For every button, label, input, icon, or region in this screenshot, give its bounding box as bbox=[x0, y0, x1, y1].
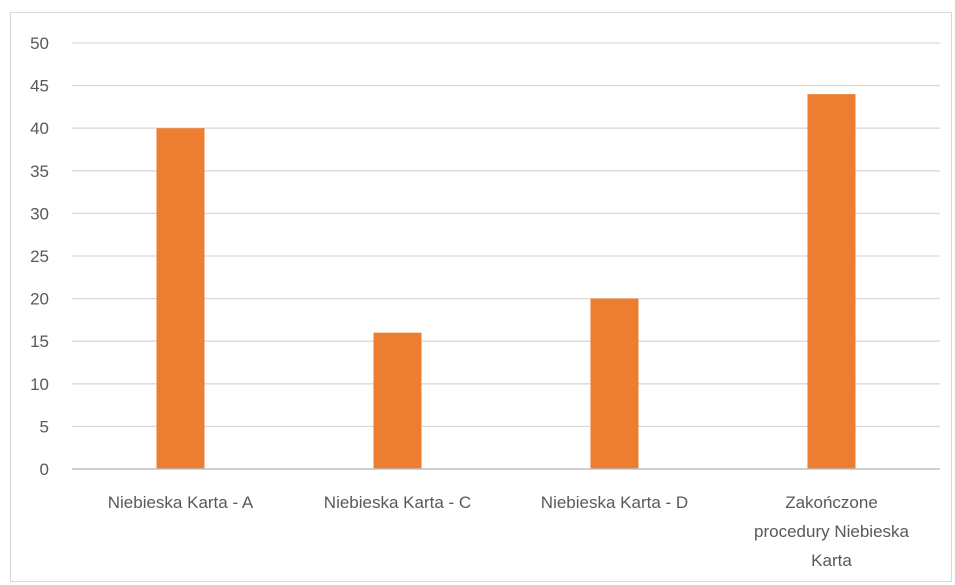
x-category-label-line: Niebieska Karta - D bbox=[541, 493, 688, 512]
y-tick-label: 10 bbox=[30, 375, 49, 394]
x-category-label-line: Karta bbox=[811, 551, 852, 570]
y-tick-label: 35 bbox=[30, 162, 49, 181]
y-tick-label: 0 bbox=[40, 460, 49, 479]
bars bbox=[156, 94, 856, 470]
x-category-label: Niebieska Karta - A bbox=[108, 493, 254, 512]
gridlines bbox=[72, 42, 940, 428]
y-tick-label: 15 bbox=[30, 332, 49, 351]
y-tick-label: 25 bbox=[30, 247, 49, 266]
y-tick-label: 50 bbox=[30, 34, 49, 53]
x-category-label-line: procedury Niebieska bbox=[754, 522, 910, 541]
x-category-label: Niebieska Karta - C bbox=[324, 493, 471, 512]
bar bbox=[807, 94, 856, 470]
x-category-label-line: Niebieska Karta - C bbox=[324, 493, 471, 512]
bar bbox=[590, 298, 639, 469]
x-category-label-line: Zakończone bbox=[785, 493, 878, 512]
x-category-label-line: Niebieska Karta - A bbox=[108, 493, 254, 512]
y-tick-label: 40 bbox=[30, 119, 49, 138]
y-tick-label: 30 bbox=[30, 204, 49, 223]
x-category-label: Niebieska Karta - D bbox=[541, 493, 688, 512]
bar bbox=[156, 128, 205, 469]
y-axis-tick-labels: 0 5 10 15 20 25 30 35 40 45 50 bbox=[30, 34, 49, 479]
y-tick-label: 45 bbox=[30, 77, 49, 96]
bar bbox=[373, 332, 422, 469]
y-tick-label: 20 bbox=[30, 290, 49, 309]
y-tick-label: 5 bbox=[40, 417, 49, 436]
x-axis-category-labels: Niebieska Karta - A Niebieska Karta - C Ni… bbox=[108, 493, 910, 570]
x-category-label: Zakończone procedury Niebieska Karta bbox=[754, 493, 910, 570]
